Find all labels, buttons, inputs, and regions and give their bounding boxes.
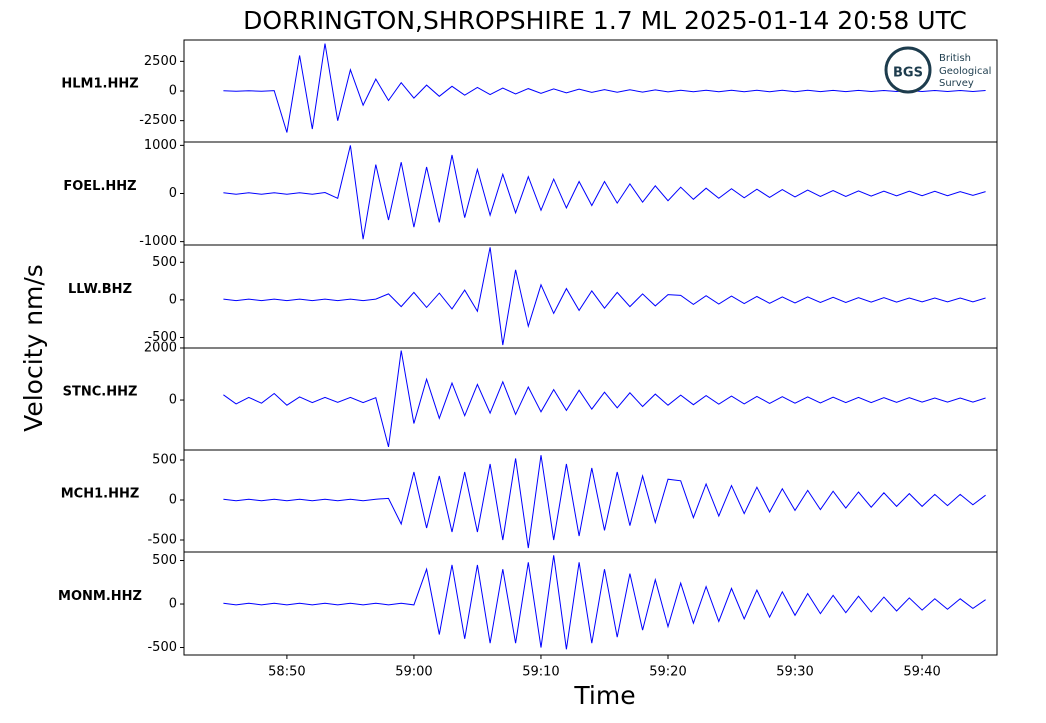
x-tick-label: 59:30 [776,665,813,680]
y-tick-label: 0 [169,84,177,99]
station-label: FOEL.HHZ [63,179,136,194]
y-tick-label: -500 [147,330,177,345]
x-axis-label: Time [573,681,635,710]
y-tick-label: 0 [169,393,177,408]
y-tick-label: 0 [169,186,177,201]
y-tick-label: 1000 [144,138,177,153]
station-label: MONM.HHZ [58,589,142,604]
logo-text: Survey [939,78,974,89]
x-tick-label: 59:10 [522,665,559,680]
station-label: MCH1.HHZ [61,487,140,502]
y-tick-label: 0 [169,493,177,508]
panel-frame [183,449,998,553]
x-tick-label: 59:00 [395,665,432,680]
logo-abbr: BGS [893,66,923,81]
y-tick-label: -1000 [139,234,177,249]
x-tick-label: 59:40 [903,665,940,680]
trace [223,145,986,240]
chart-title: DORRINGTON,SHROPSHIRE 1.7 ML 2025-01-14 … [243,6,967,35]
station-label: STNC.HHZ [63,385,138,400]
y-tick-label: 500 [152,553,177,568]
panel-frame [183,551,998,656]
trace [223,247,986,346]
y-tick-label: 0 [169,597,177,612]
y-tick-label: 2500 [144,54,177,69]
station-label: LLW.BHZ [68,282,132,297]
station-label: HLM1.HHZ [61,77,138,92]
y-tick-label: -2500 [139,113,177,128]
y-tick-label: 2000 [144,341,177,356]
trace [223,455,986,549]
y-tick-label: 0 [169,292,177,307]
trace [223,555,986,650]
logo: BGS British Geological Survey [884,46,991,94]
y-tick-label: -500 [147,533,177,548]
panel-frame [183,244,998,349]
logo-text: Geological [939,66,991,77]
panel-frame [183,347,998,451]
trace [223,350,986,448]
logo-text: British [939,53,971,64]
y-tick-label: 500 [152,453,177,468]
x-tick-label: 59:20 [649,665,686,680]
y-tick-label: -500 [147,640,177,655]
logo-ring [884,46,932,94]
y-axis-label: Velocity nm/s [19,264,48,432]
trace [223,43,986,133]
x-tick-label: 58:50 [268,665,305,680]
y-tick-label: 500 [152,255,177,270]
